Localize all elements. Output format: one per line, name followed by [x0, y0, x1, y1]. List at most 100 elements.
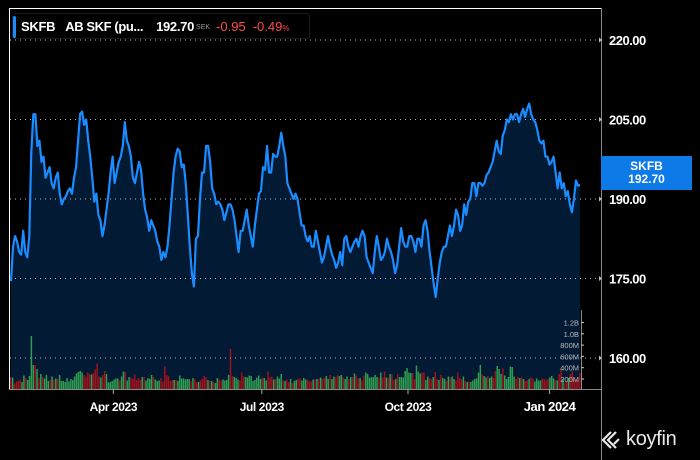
volume-bar: [169, 381, 172, 389]
volume-bar: [319, 377, 322, 389]
volume-bars: [10, 336, 581, 389]
volume-bar: [372, 377, 374, 389]
volume-bar: [23, 375, 25, 389]
volume-bar: [184, 379, 187, 389]
volume-bar: [458, 378, 461, 389]
volume-bar: [194, 379, 196, 389]
volume-bar: [543, 379, 545, 389]
volume-bar: [252, 381, 254, 389]
volume-bar: [77, 372, 80, 389]
volume-bar: [440, 375, 442, 389]
legend-pct-sign: %: [282, 23, 290, 33]
volume-bar: [13, 383, 16, 389]
volume-bar: [306, 379, 309, 389]
volume-bar: [160, 378, 162, 389]
volume-bar: [447, 376, 450, 389]
volume-bar: [171, 380, 174, 389]
volume-bar: [517, 377, 519, 389]
volume-bar: [118, 380, 121, 389]
brand-name: koyfin: [626, 428, 677, 450]
volume-bar: [385, 377, 388, 389]
ticker-legend[interactable]: SKFB AB SKF (pu... 192.70 SEK -0.95 -0.4…: [12, 13, 310, 39]
volume-bar: [365, 372, 367, 389]
volume-bar: [453, 379, 455, 389]
volume-bar: [26, 380, 29, 389]
volume-bar: [17, 381, 19, 389]
koyfin-logo[interactable]: koyfin: [600, 428, 677, 451]
volume-bar: [539, 380, 542, 389]
volume-bar: [88, 374, 91, 389]
volume-bar: [310, 381, 313, 389]
volume-bar: [34, 365, 36, 389]
volume-bar: [239, 380, 241, 389]
volume-bar: [152, 377, 155, 389]
volume-bar: [235, 378, 237, 389]
x-tick-label: Jan 2024: [524, 399, 577, 414]
volume-bar: [545, 380, 547, 389]
volume-bar: [15, 381, 18, 389]
volume-bar: [417, 371, 420, 389]
volume-bar: [96, 363, 98, 389]
volume-bar: [197, 382, 200, 389]
volume-bar: [256, 377, 258, 389]
volume-bar: [398, 377, 401, 389]
volume-bar: [265, 380, 267, 389]
legend-change: -0.95: [216, 18, 246, 34]
volume-bar: [492, 378, 495, 389]
volume-bar: [66, 378, 68, 389]
volume-bar: [323, 378, 326, 389]
volume-bar: [368, 377, 371, 389]
volume-bar: [473, 379, 476, 389]
legend-company-name: AB SKF (pu...: [65, 18, 144, 34]
volume-bar: [464, 381, 467, 389]
volume-bar: [552, 378, 555, 389]
volume-bar: [10, 377, 12, 389]
volume-bar: [430, 379, 433, 389]
volume-bar: [554, 380, 557, 389]
volume-bar: [274, 379, 277, 389]
volume-bar: [220, 380, 222, 389]
y-tick-mark: [599, 37, 602, 43]
volume-bar: [212, 382, 215, 389]
volume-bar: [100, 377, 102, 389]
volume-bar: [167, 376, 170, 389]
volume-bar: [558, 374, 560, 389]
y-tick-label: 175.00: [609, 272, 646, 287]
volume-bar: [535, 378, 538, 389]
volume-bar: [115, 378, 117, 389]
legend-change-pct: -0.49%: [253, 19, 290, 34]
volume-bar: [216, 378, 219, 389]
volume-bar: [522, 379, 525, 389]
volume-bar: [113, 379, 115, 389]
volume-bar: [327, 379, 329, 389]
volume-bar: [396, 374, 399, 389]
volume-bar: [481, 374, 483, 389]
volume-bar: [333, 376, 335, 389]
volume-bar: [426, 376, 429, 389]
volume-bar: [205, 377, 207, 389]
volume-bar: [164, 366, 166, 389]
price-line: [9, 102, 581, 299]
volume-bar: [547, 379, 549, 389]
volume-bar: [132, 378, 134, 389]
volume-bar: [331, 379, 333, 389]
volume-bar: [269, 377, 271, 389]
volume-bar: [137, 378, 140, 389]
volume-bar: [413, 379, 416, 389]
volume-bar: [297, 378, 299, 389]
volume-bar: [318, 378, 320, 389]
volume-bar: [338, 376, 341, 389]
volume-bar: [374, 375, 376, 389]
volume-bar: [148, 379, 151, 389]
volume-bar: [475, 378, 478, 389]
volume-bar: [325, 376, 328, 389]
y-tick-label: 205.00: [609, 113, 646, 128]
volume-bar: [55, 378, 57, 389]
volume-bar: [349, 377, 352, 389]
volume-bar: [477, 372, 480, 389]
volume-bar: [224, 380, 226, 389]
volume-bar: [30, 336, 33, 389]
y-tick-mark: [599, 196, 602, 202]
volume-bar: [378, 377, 380, 389]
volume-bar: [528, 379, 530, 389]
